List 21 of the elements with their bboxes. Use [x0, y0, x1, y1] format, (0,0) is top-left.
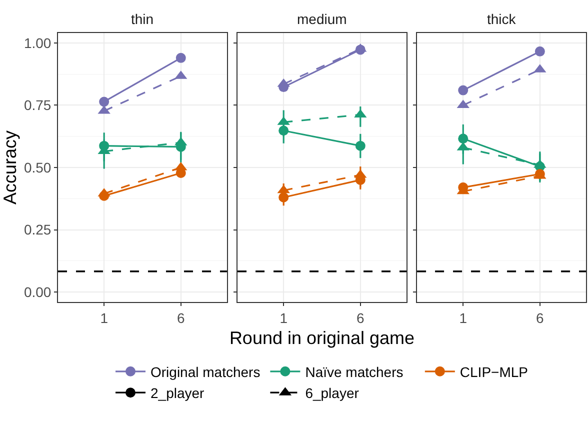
x-tick-label: 6: [176, 310, 185, 326]
x-tick-label: 1: [280, 310, 288, 326]
y-tick-label: 0.75: [24, 97, 52, 114]
legend-label: CLIP−MLP: [460, 364, 528, 380]
x-tick-label: 6: [356, 310, 364, 326]
y-axis-title: Accuracy: [0, 130, 20, 205]
x-axis-title: Round in original game: [229, 328, 415, 348]
chart-title: medium: [297, 11, 347, 27]
y-tick-label: 0.50: [24, 159, 52, 176]
y-tick-label: 0.00: [24, 284, 52, 300]
x-tick-label: 1: [100, 310, 108, 326]
legend-label: 6_player: [305, 385, 360, 402]
legend-label: Original matchers: [150, 364, 260, 380]
y-tick-label: 1.00: [24, 34, 52, 51]
chart-title: thin: [131, 11, 154, 27]
chart-title: thick: [487, 11, 517, 27]
legend-label: 2_player: [150, 385, 205, 402]
x-tick-label: 1: [459, 310, 468, 326]
legend-label: Naïve matchers: [305, 364, 404, 380]
x-tick-label: 6: [536, 310, 544, 326]
y-tick-label: 0.25: [24, 222, 52, 238]
